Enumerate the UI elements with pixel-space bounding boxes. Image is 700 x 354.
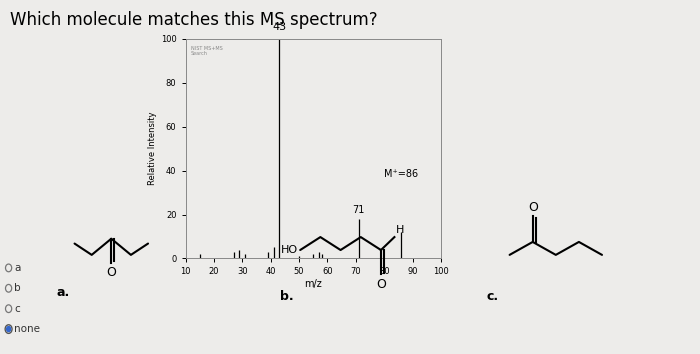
Text: b.: b. [280, 290, 293, 303]
Text: O: O [528, 201, 538, 213]
Text: O: O [106, 266, 116, 279]
Text: 43: 43 [272, 22, 286, 32]
Text: O: O [376, 278, 386, 291]
Text: none: none [14, 324, 40, 334]
Text: b: b [14, 283, 21, 293]
Text: c.: c. [486, 290, 498, 303]
Text: NIST MS+MS
Search: NIST MS+MS Search [190, 46, 223, 56]
Y-axis label: Relative Intensity: Relative Intensity [148, 112, 157, 185]
X-axis label: m/z: m/z [304, 279, 322, 289]
Text: H: H [395, 225, 404, 235]
Text: Which molecule matches this MS spectrum?: Which molecule matches this MS spectrum? [10, 11, 378, 29]
Text: HO: HO [281, 245, 297, 255]
Text: a.: a. [56, 286, 69, 298]
Text: a: a [14, 263, 20, 273]
Circle shape [6, 327, 10, 332]
Text: 71: 71 [353, 205, 365, 215]
Text: M⁺=86: M⁺=86 [384, 170, 419, 179]
Text: c: c [14, 304, 20, 314]
